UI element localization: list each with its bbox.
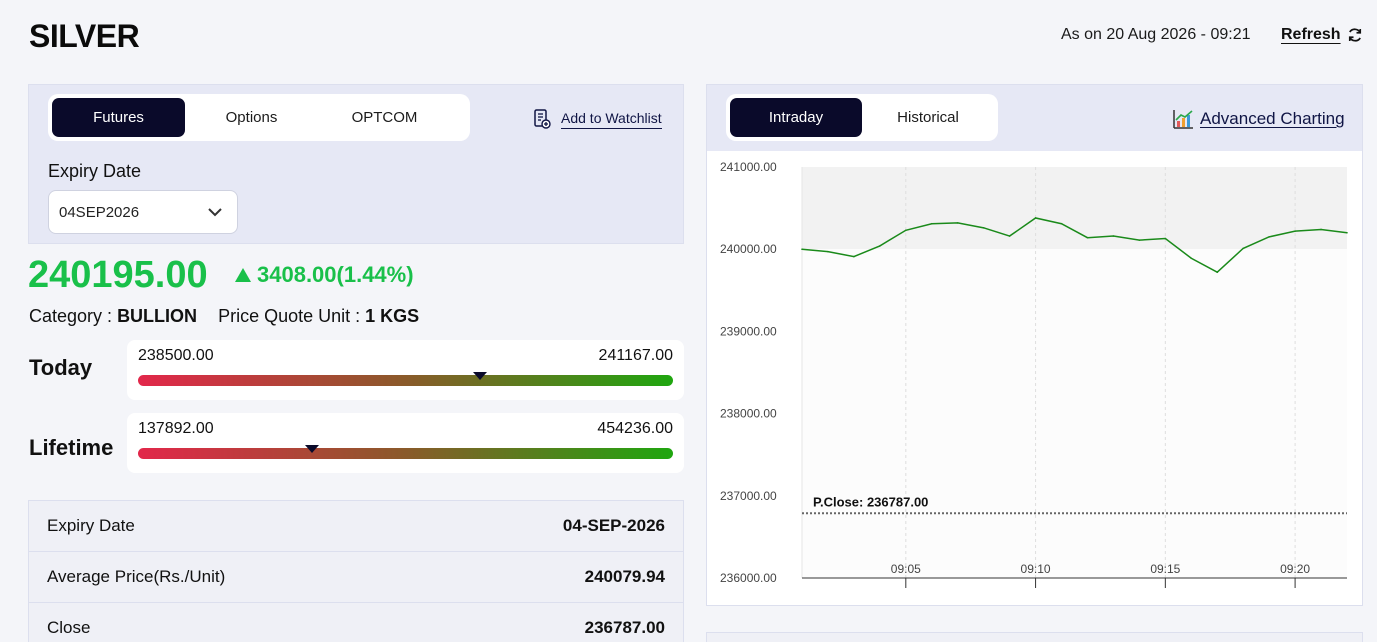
y-tick-label: 237000.00	[720, 489, 777, 503]
today-high: 241167.00	[598, 347, 673, 364]
advanced-charting-link[interactable]: Advanced Charting	[1172, 108, 1345, 130]
price-change: 3408.00(1.44%)	[235, 262, 414, 288]
price-change-value: 3408.00(1.44%)	[257, 262, 414, 287]
x-tick-label: 09:05	[891, 562, 921, 576]
data-point	[1190, 257, 1193, 260]
x-tick-label: 09:20	[1280, 562, 1310, 576]
y-tick-label: 239000.00	[720, 324, 777, 338]
data-point	[1268, 236, 1270, 238]
expiry-date-value: 04SEP2026	[59, 203, 140, 221]
today-range-bar	[138, 375, 673, 386]
detail-label: Expiry Date	[47, 516, 135, 535]
lifetime-high: 454236.00	[597, 420, 673, 437]
expiry-date-label: Expiry Date	[48, 161, 142, 181]
lifetime-range-bar	[138, 448, 673, 459]
today-range-label: Today	[29, 355, 93, 380]
data-point	[1008, 235, 1011, 237]
up-arrow-icon	[235, 268, 251, 282]
x-tick-label: 09:10	[1021, 562, 1051, 576]
data-point	[879, 245, 881, 247]
table-row: Average Price(Rs./Unit) 240079.94	[29, 552, 683, 603]
category-label: Category :	[29, 306, 113, 326]
data-point	[1034, 217, 1037, 219]
tab-options[interactable]: Options	[225, 109, 278, 126]
data-point	[827, 250, 829, 253]
data-point	[1086, 236, 1089, 239]
data-point	[1294, 230, 1296, 232]
data-point	[801, 248, 803, 250]
x-tick-label: 09:15	[1150, 562, 1180, 576]
data-point	[1138, 239, 1141, 241]
chart-header: Intraday Historical Advanced Charting	[707, 85, 1362, 151]
data-point	[982, 227, 985, 229]
table-row: Close 236787.00	[29, 603, 683, 642]
add-to-watchlist-button[interactable]: Add to Watchlist	[533, 109, 662, 129]
tab-optcom[interactable]: OPTCOM	[351, 109, 418, 126]
table-row: Expiry Date 04-SEP-2026	[29, 501, 683, 552]
contract-details-table: Expiry Date 04-SEP-2026 Average Price(Rs…	[28, 500, 684, 642]
data-point	[1060, 222, 1063, 225]
watchlist-label: Add to Watchlist	[561, 110, 662, 129]
unit-value: 1 KGS	[365, 306, 420, 326]
detail-label: Close	[47, 618, 91, 637]
data-point	[1320, 228, 1322, 231]
y-tick-label: 236000.00	[720, 571, 777, 585]
data-point	[1112, 235, 1115, 237]
price-series-line	[801, 217, 1348, 274]
data-point	[1242, 247, 1244, 250]
data-point	[1164, 237, 1167, 240]
last-traded-price: 240195.00	[28, 254, 208, 296]
contract-selector-panel: Futures Options OPTCOM Add to Watchlist …	[28, 84, 684, 244]
lifetime-marker-icon	[304, 445, 319, 453]
previous-close-label: P.Close: 236787.00	[813, 494, 928, 509]
category-value: BULLION	[117, 306, 198, 326]
y-tick-label: 240000.00	[720, 242, 777, 256]
data-point	[905, 229, 907, 232]
page-title: SILVER	[29, 18, 140, 54]
data-point	[930, 222, 933, 225]
lower-card	[706, 632, 1363, 642]
expiry-date-select[interactable]: 04SEP2026	[48, 190, 238, 234]
chevron-down-icon	[208, 208, 222, 217]
data-point	[1216, 271, 1219, 274]
y-tick-label: 241000.00	[720, 160, 777, 174]
data-point	[853, 255, 855, 258]
detail-value: 236787.00	[584, 618, 665, 637]
as-on-timestamp: As on 20 Aug 2026 - 09:21	[1061, 26, 1251, 43]
detail-value: 240079.94	[584, 567, 665, 586]
contract-meta: Category : BULLION Price Quote Unit : 1 …	[29, 306, 419, 327]
refresh-icon[interactable]	[1346, 26, 1364, 44]
today-marker-icon	[473, 372, 488, 380]
tab-futures[interactable]: Futures	[52, 98, 185, 137]
watchlist-icon	[534, 109, 551, 129]
detail-value: 04-SEP-2026	[562, 516, 665, 535]
chart-upper-band	[802, 167, 1347, 250]
today-range-card: 238500.00 241167.00	[127, 340, 684, 400]
chart-tabs: Intraday Historical	[726, 94, 998, 141]
tab-historical[interactable]: Historical	[897, 109, 959, 126]
intraday-line-chart: 241000.00 240000.00 239000.00 238000.00 2370…	[720, 160, 1348, 588]
refresh-button[interactable]: Refresh	[1281, 26, 1341, 43]
detail-label: Average Price(Rs./Unit)	[47, 567, 226, 586]
data-point	[956, 222, 959, 224]
lifetime-low: 137892.00	[138, 420, 214, 437]
advanced-charting-label: Advanced Charting	[1200, 109, 1345, 128]
unit-label: Price Quote Unit :	[218, 306, 361, 326]
tab-intraday[interactable]: Intraday	[730, 98, 862, 137]
today-low: 238500.00	[138, 347, 214, 364]
chart-panel: Intraday Historical Advanced Charting 24…	[706, 84, 1363, 606]
y-tick-label: 238000.00	[720, 407, 777, 421]
product-tabs: Futures Options OPTCOM	[48, 94, 470, 141]
lifetime-range-card: 137892.00 454236.00	[127, 413, 684, 473]
lifetime-range-label: Lifetime	[29, 435, 114, 460]
chart-icon	[1173, 110, 1193, 129]
data-point	[1346, 231, 1348, 234]
chart-lower-band	[802, 249, 1347, 578]
